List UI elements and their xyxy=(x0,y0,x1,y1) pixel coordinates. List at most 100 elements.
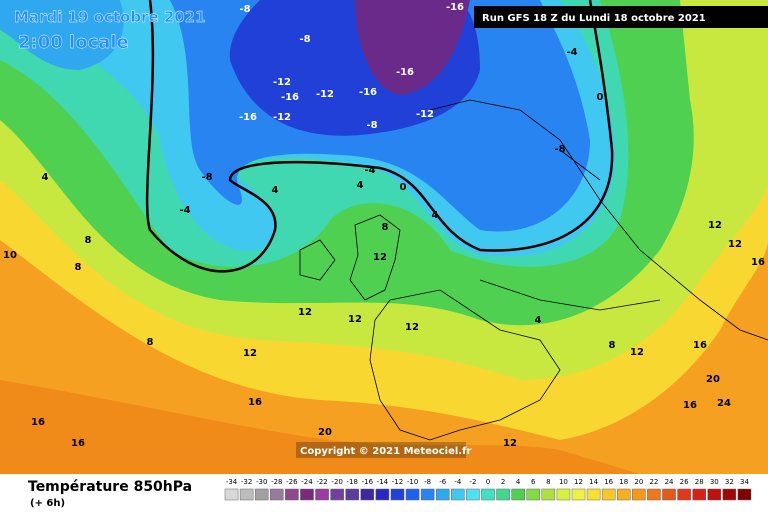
legend-swatch xyxy=(556,488,571,501)
run-info: Run GFS 18 Z du Lundi 18 octobre 2021 xyxy=(482,13,706,24)
contour-label: 12 xyxy=(630,347,644,358)
legend-swatch xyxy=(571,488,586,501)
legend-swatch xyxy=(707,488,722,501)
legend-label: 12 xyxy=(574,478,583,486)
legend-label: 22 xyxy=(649,478,658,486)
legend-swatch xyxy=(541,488,556,501)
copyright-box xyxy=(296,442,466,458)
contour-label: 12 xyxy=(348,314,362,325)
legend-swatch xyxy=(737,488,752,501)
date-title: Mardi 19 octobre 2021 xyxy=(14,8,206,26)
contour-label: 0 xyxy=(400,182,407,193)
legend-swatch xyxy=(420,488,435,501)
legend-label: -16 xyxy=(362,478,374,486)
legend-swatch xyxy=(662,488,676,501)
contour-label: -4 xyxy=(364,165,375,176)
legend-label: -8 xyxy=(424,478,431,486)
legend-swatch xyxy=(722,488,737,501)
contour-label: 10 xyxy=(3,250,17,261)
contour-label: -4 xyxy=(566,47,577,58)
contour-label: 12 xyxy=(503,438,517,449)
legend-swatch xyxy=(224,488,239,501)
contour-label: 16 xyxy=(693,340,707,351)
contour-label: 12 xyxy=(405,322,419,333)
legend-label: 28 xyxy=(695,478,704,486)
legend-label: 6 xyxy=(531,478,536,486)
legend-label: -30 xyxy=(256,478,267,486)
legend-label: 32 xyxy=(725,478,734,486)
contour-label: -16 xyxy=(396,67,414,78)
contour-label: 16 xyxy=(683,400,697,411)
legend-swatch xyxy=(481,488,495,501)
contour-label: 4 xyxy=(42,172,49,183)
legend-swatch xyxy=(586,488,601,501)
contour-label: 16 xyxy=(751,257,765,268)
legend-swatch xyxy=(375,488,390,501)
contour-label: 4 xyxy=(272,185,279,196)
legend-label: -18 xyxy=(347,478,358,486)
map xyxy=(0,0,768,474)
legend-label: -4 xyxy=(454,478,462,486)
contour-label: -8 xyxy=(366,120,377,131)
legend-swatch xyxy=(390,488,405,501)
band-orange xyxy=(0,380,640,474)
coastlines xyxy=(299,99,768,441)
contour-label: -8 xyxy=(299,34,310,45)
contour-label: 16 xyxy=(248,397,262,408)
contour-label: 8 xyxy=(75,262,82,273)
legend-label: 10 xyxy=(559,478,568,486)
legend-swatch xyxy=(270,488,284,501)
legend-swatch xyxy=(360,488,375,501)
legend-swatch xyxy=(435,488,450,501)
legend-swatch xyxy=(632,488,646,501)
legend-swatch xyxy=(647,488,661,501)
contour-label: 0 xyxy=(597,92,604,103)
contour-label: 20 xyxy=(706,374,720,385)
contour-label: -8 xyxy=(239,4,250,15)
legend-label: -34 xyxy=(226,478,238,486)
legend-swatch xyxy=(677,488,691,501)
legend-label: -32 xyxy=(241,478,252,486)
contour-label: -16 xyxy=(281,92,299,103)
legend-swatch xyxy=(330,488,344,501)
legend-label: -12 xyxy=(392,478,403,486)
variable-name: Température 850hPa xyxy=(28,479,192,495)
legend-swatch xyxy=(451,488,465,501)
legend-swatch xyxy=(601,488,616,501)
contour-label: 8 xyxy=(382,222,389,233)
legend-swatch xyxy=(466,488,480,501)
contour-label: 8 xyxy=(609,340,616,351)
contour-label: -12 xyxy=(273,112,291,123)
local-time: 2:00 locale xyxy=(18,32,129,53)
contour-label: -4 xyxy=(179,205,190,216)
legend-label: 16 xyxy=(604,478,613,486)
run-box xyxy=(474,6,768,28)
legend-label: 14 xyxy=(589,478,598,486)
contour-label: 12 xyxy=(728,239,742,250)
legend-swatch xyxy=(285,488,299,501)
color-legend: -34 -32 -30 -28 -26 -24 -22 -20 -18 -16 -14 -12 -10-… xyxy=(224,478,752,501)
lead-time: (+ 6h) xyxy=(30,498,65,509)
contour-label: 12 xyxy=(708,220,722,231)
legend-label: -14 xyxy=(377,478,389,486)
legend-swatch xyxy=(239,488,254,501)
contour-label: 12 xyxy=(243,348,257,359)
contour-label: 12 xyxy=(373,252,387,263)
legend-label: 26 xyxy=(680,478,689,486)
contour-label: 12 xyxy=(298,307,312,318)
legend-label: 34 xyxy=(740,478,749,486)
legend-swatch xyxy=(496,488,510,501)
legend-label: 20 xyxy=(634,478,643,486)
legend-label: 4 xyxy=(516,478,521,486)
legend-swatch xyxy=(511,488,525,501)
legend-label: -2 xyxy=(469,478,476,486)
contour-label: -16 xyxy=(446,2,464,13)
contour-label: 8 xyxy=(85,235,92,246)
legend-label: 30 xyxy=(710,478,719,486)
legend-label: 0 xyxy=(486,478,490,486)
legend-label: -6 xyxy=(439,478,447,486)
contour-label: -8 xyxy=(554,144,565,155)
contour-label: 24 xyxy=(717,398,731,409)
legend-label: -10 xyxy=(407,478,418,486)
